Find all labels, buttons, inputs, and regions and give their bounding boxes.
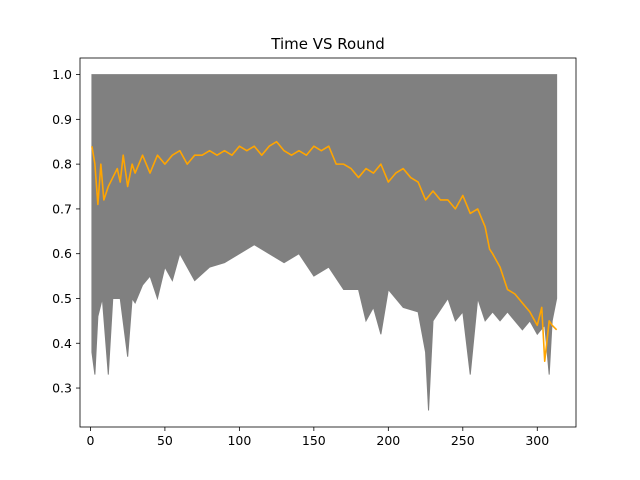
y-tick-label: 0.3 (52, 381, 72, 396)
y-tick-label: 0.9 (52, 112, 72, 127)
y-tick-label: 0.8 (52, 157, 72, 172)
x-tick-label: 100 (227, 433, 251, 448)
y-tick-label: 0.7 (52, 201, 72, 216)
y-axis: 0.3 0.4 0.5 0.6 0.7 0.8 0.9 1.0 (52, 67, 80, 396)
y-tick-label: 1.0 (52, 67, 72, 82)
y-tick-label: 0.6 (52, 246, 72, 261)
x-tick-label: 200 (376, 433, 400, 448)
x-tick-label: 150 (302, 433, 326, 448)
plot-frame (79, 57, 577, 428)
y-tick-label: 0.5 (52, 291, 72, 306)
x-axis: 0 50 100 150 200 250 300 (86, 427, 549, 448)
chart-title: Time VS Round (270, 35, 385, 53)
x-tick-label: 50 (157, 433, 173, 448)
x-tick-label: 0 (86, 433, 94, 448)
plot-area (91, 74, 558, 411)
range-band (91, 74, 558, 411)
x-tick-label: 250 (451, 433, 475, 448)
x-tick-label: 300 (525, 433, 549, 448)
y-tick-label: 0.4 (52, 336, 72, 351)
series-line-0 (91, 140, 558, 362)
